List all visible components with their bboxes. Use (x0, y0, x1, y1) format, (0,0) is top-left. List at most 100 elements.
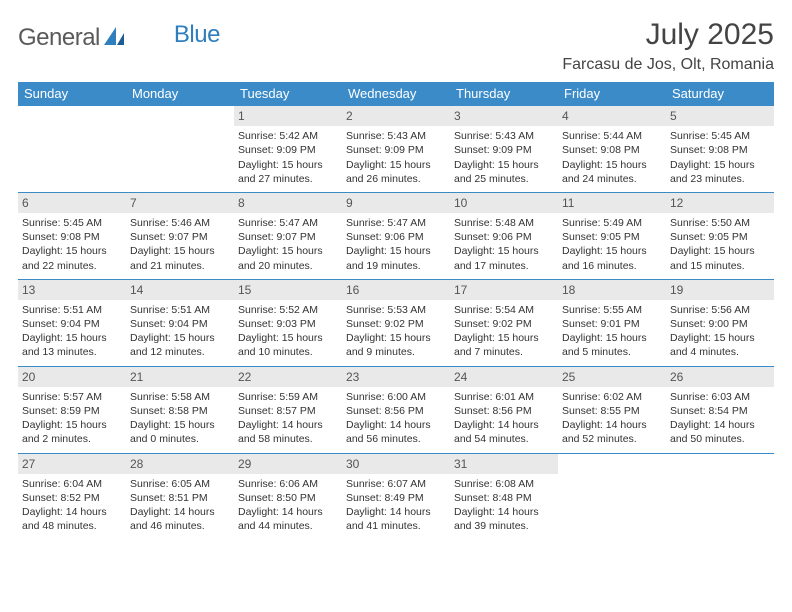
day-number: 12 (666, 193, 774, 213)
day-number: 16 (342, 280, 450, 300)
day-number: 24 (450, 367, 558, 387)
calendar-day-cell (126, 106, 234, 193)
calendar-day-cell: 20Sunrise: 5:57 AMSunset: 8:59 PMDayligh… (18, 366, 126, 453)
day-number: 20 (18, 367, 126, 387)
day-number: 11 (558, 193, 666, 213)
daylight-text: Daylight: 15 hours (670, 331, 770, 345)
daylight-text: and 52 minutes. (562, 432, 662, 446)
sunrise-text: Sunrise: 5:51 AM (22, 303, 122, 317)
sunset-text: Sunset: 8:52 PM (22, 491, 122, 505)
calendar-day-cell (558, 453, 666, 539)
daylight-text: Daylight: 14 hours (562, 418, 662, 432)
sunset-text: Sunset: 8:54 PM (670, 404, 770, 418)
day-number: 9 (342, 193, 450, 213)
daylight-text: and 23 minutes. (670, 172, 770, 186)
sunrise-text: Sunrise: 5:57 AM (22, 390, 122, 404)
daylight-text: Daylight: 14 hours (238, 418, 338, 432)
sunrise-text: Sunrise: 6:03 AM (670, 390, 770, 404)
header: General Blue July 2025 Farcasu de Jos, O… (18, 18, 774, 74)
day-header: Thursday (450, 82, 558, 106)
sunrise-text: Sunrise: 5:45 AM (22, 216, 122, 230)
sunrise-text: Sunrise: 5:59 AM (238, 390, 338, 404)
sunset-text: Sunset: 8:49 PM (346, 491, 446, 505)
calendar-day-cell: 22Sunrise: 5:59 AMSunset: 8:57 PMDayligh… (234, 366, 342, 453)
sunset-text: Sunset: 8:55 PM (562, 404, 662, 418)
daylight-text: Daylight: 14 hours (454, 505, 554, 519)
sunset-text: Sunset: 9:07 PM (130, 230, 230, 244)
sunrise-text: Sunrise: 5:51 AM (130, 303, 230, 317)
sunrise-text: Sunrise: 5:53 AM (346, 303, 446, 317)
sunset-text: Sunset: 9:05 PM (670, 230, 770, 244)
sunrise-text: Sunrise: 5:42 AM (238, 129, 338, 143)
day-number: 8 (234, 193, 342, 213)
sunrise-text: Sunrise: 6:01 AM (454, 390, 554, 404)
calendar-day-cell: 6Sunrise: 5:45 AMSunset: 9:08 PMDaylight… (18, 192, 126, 279)
day-header: Tuesday (234, 82, 342, 106)
daylight-text: Daylight: 15 hours (238, 158, 338, 172)
calendar-week-row: 1Sunrise: 5:42 AMSunset: 9:09 PMDaylight… (18, 106, 774, 193)
sunset-text: Sunset: 8:56 PM (346, 404, 446, 418)
sunrise-text: Sunrise: 5:54 AM (454, 303, 554, 317)
calendar-day-cell: 25Sunrise: 6:02 AMSunset: 8:55 PMDayligh… (558, 366, 666, 453)
sunset-text: Sunset: 9:01 PM (562, 317, 662, 331)
day-number: 23 (342, 367, 450, 387)
daylight-text: Daylight: 15 hours (22, 418, 122, 432)
daylight-text: Daylight: 15 hours (670, 244, 770, 258)
daylight-text: Daylight: 15 hours (22, 244, 122, 258)
location-label: Farcasu de Jos, Olt, Romania (562, 56, 774, 74)
calendar-day-cell: 26Sunrise: 6:03 AMSunset: 8:54 PMDayligh… (666, 366, 774, 453)
daylight-text: Daylight: 14 hours (670, 418, 770, 432)
calendar-day-cell: 2 Sunrise: 5:43 AMSunset: 9:09 PMDaylight… (342, 106, 450, 193)
sunrise-text: Sunrise: 6:06 AM (238, 477, 338, 491)
daylight-text: Daylight: 14 hours (238, 505, 338, 519)
calendar-week-row: 27Sunrise: 6:04 AMSunset: 8:52 PMDayligh… (18, 453, 774, 539)
sunrise-text: Sunrise: 5:43 AM (346, 129, 446, 143)
daylight-text: Daylight: 15 hours (562, 331, 662, 345)
daylight-text: and 46 minutes. (130, 519, 230, 533)
daylight-text: Daylight: 15 hours (454, 158, 554, 172)
daylight-text: and 50 minutes. (670, 432, 770, 446)
daylight-text: and 16 minutes. (562, 259, 662, 273)
sunrise-text: Sunrise: 5:47 AM (346, 216, 446, 230)
sunset-text: Sunset: 9:04 PM (130, 317, 230, 331)
daylight-text: Daylight: 15 hours (346, 158, 446, 172)
calendar-week-row: 6Sunrise: 5:45 AMSunset: 9:08 PMDaylight… (18, 192, 774, 279)
day-number: 22 (234, 367, 342, 387)
daylight-text: Daylight: 14 hours (22, 505, 122, 519)
daylight-text: Daylight: 15 hours (22, 331, 122, 345)
sunset-text: Sunset: 9:09 PM (454, 143, 554, 157)
calendar-day-cell: 24Sunrise: 6:01 AMSunset: 8:56 PMDayligh… (450, 366, 558, 453)
calendar-day-cell: 13Sunrise: 5:51 AMSunset: 9:04 PMDayligh… (18, 279, 126, 366)
daylight-text: Daylight: 15 hours (238, 244, 338, 258)
day-number: 17 (450, 280, 558, 300)
calendar-day-cell: 28Sunrise: 6:05 AMSunset: 8:51 PMDayligh… (126, 453, 234, 539)
day-number: 3 (450, 106, 558, 126)
day-number: 25 (558, 367, 666, 387)
day-number: 21 (126, 367, 234, 387)
title-block: July 2025 Farcasu de Jos, Olt, Romania (562, 18, 774, 74)
daylight-text: and 56 minutes. (346, 432, 446, 446)
daylight-text: and 58 minutes. (238, 432, 338, 446)
daylight-text: and 24 minutes. (562, 172, 662, 186)
calendar-day-cell: 30Sunrise: 6:07 AMSunset: 8:49 PMDayligh… (342, 453, 450, 539)
daylight-text: Daylight: 15 hours (562, 244, 662, 258)
day-number: 6 (18, 193, 126, 213)
daylight-text: and 4 minutes. (670, 345, 770, 359)
daylight-text: and 54 minutes. (454, 432, 554, 446)
day-number: 15 (234, 280, 342, 300)
daylight-text: Daylight: 14 hours (454, 418, 554, 432)
daylight-text: Daylight: 14 hours (346, 418, 446, 432)
calendar-table: Sunday Monday Tuesday Wednesday Thursday… (18, 82, 774, 539)
calendar-day-cell: 7Sunrise: 5:46 AMSunset: 9:07 PMDaylight… (126, 192, 234, 279)
daylight-text: and 20 minutes. (238, 259, 338, 273)
sunrise-text: Sunrise: 5:50 AM (670, 216, 770, 230)
daylight-text: and 5 minutes. (562, 345, 662, 359)
calendar-day-cell: 31Sunrise: 6:08 AMSunset: 8:48 PMDayligh… (450, 453, 558, 539)
daylight-text: Daylight: 15 hours (130, 331, 230, 345)
calendar-day-cell: 27Sunrise: 6:04 AMSunset: 8:52 PMDayligh… (18, 453, 126, 539)
sunset-text: Sunset: 9:05 PM (562, 230, 662, 244)
day-number: 2 (342, 106, 450, 126)
sunset-text: Sunset: 9:09 PM (346, 143, 446, 157)
day-number: 7 (126, 193, 234, 213)
sunrise-text: Sunrise: 5:58 AM (130, 390, 230, 404)
